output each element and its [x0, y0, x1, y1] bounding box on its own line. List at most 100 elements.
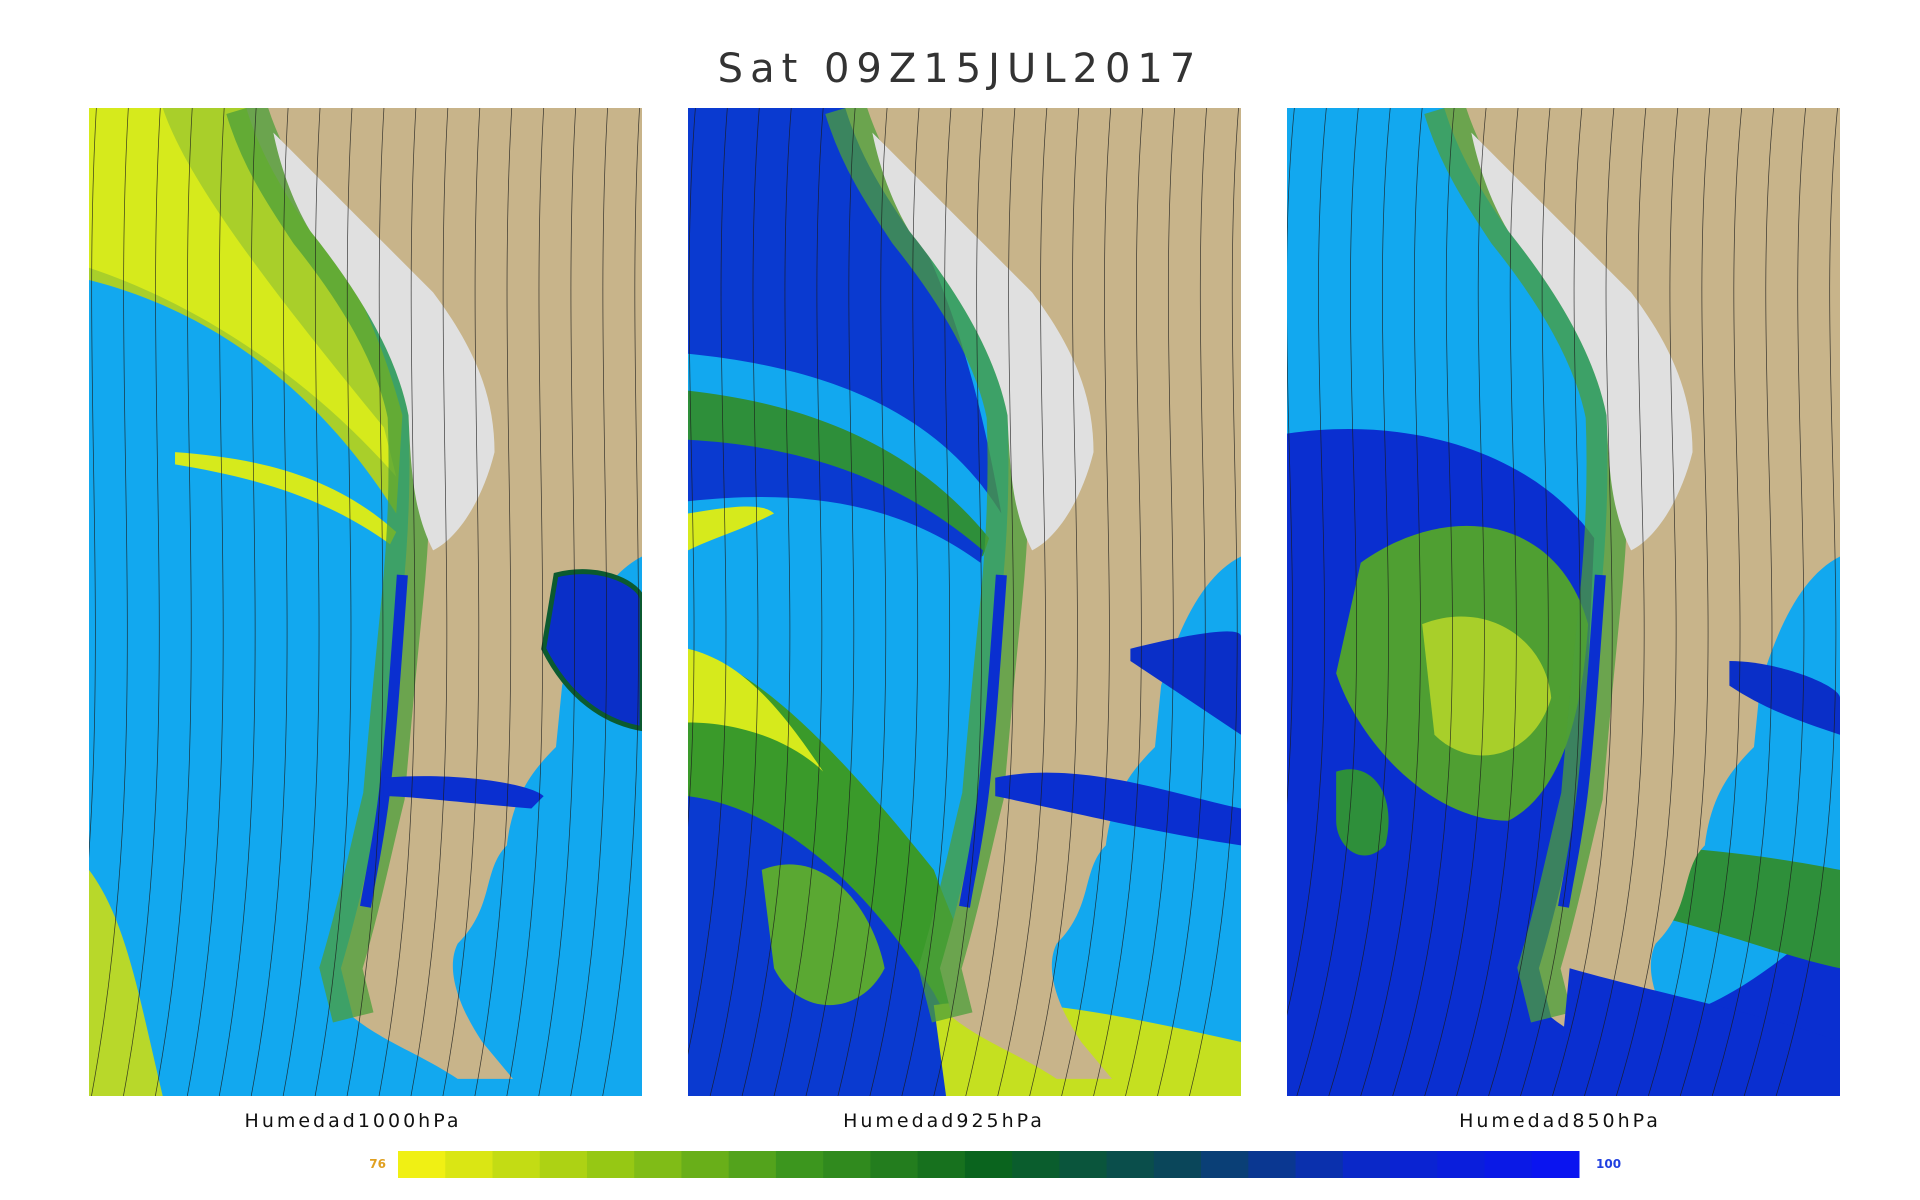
colorbar-max-label: 100	[1596, 1157, 1621, 1171]
streamline	[773, 108, 824, 1097]
streamline	[442, 108, 481, 1097]
streamline	[1552, 108, 1615, 1097]
humidity-area	[89, 869, 163, 1097]
humidity-area	[995, 772, 1242, 846]
colorbar-swatch	[964, 1151, 1013, 1178]
streamline	[28, 108, 65, 1096]
streamline	[346, 108, 385, 1097]
humidity-area	[383, 776, 544, 809]
humidity-area	[761, 864, 885, 1006]
streamline	[1392, 108, 1455, 1097]
humidity-area	[541, 569, 643, 732]
streamline	[378, 108, 417, 1097]
streamline	[91, 108, 129, 1097]
streamline	[1615, 108, 1679, 1097]
panel-label: Humedad850hPa	[1459, 1110, 1661, 1132]
humidity-area	[688, 439, 983, 563]
colorbar-swatch	[1153, 1151, 1202, 1178]
colorbar-swatch	[1106, 1151, 1155, 1178]
streamline	[1093, 108, 1144, 1097]
colorbar-swatch	[539, 1151, 588, 1178]
humidity-area	[688, 108, 1002, 514]
humidity-area	[89, 108, 397, 477]
streamlines	[688, 108, 1239, 1097]
streamline	[123, 108, 161, 1097]
streamline	[1029, 108, 1080, 1097]
humidity-area	[1557, 968, 1841, 1097]
streamline	[1061, 108, 1112, 1097]
map-panel	[688, 108, 1242, 1097]
colorbar	[398, 1151, 1580, 1178]
streamlines	[28, 108, 640, 1097]
colorbar-swatch	[681, 1151, 730, 1178]
colorbar-min-label: 76	[369, 1157, 386, 1171]
streamline	[1157, 108, 1207, 1097]
colorbar-swatch	[586, 1151, 635, 1178]
humidity-area	[1336, 769, 1389, 856]
streamline	[741, 108, 792, 1097]
streamline	[1520, 108, 1583, 1097]
panel-label: Humedad1000hPa	[245, 1110, 462, 1132]
streamline	[688, 108, 728, 1055]
streamline	[933, 108, 984, 1097]
colorbar-swatch	[398, 1151, 446, 1178]
humidity-area	[1422, 616, 1552, 756]
colorbar-swatch	[1484, 1151, 1533, 1178]
streamline	[1679, 108, 1743, 1097]
streamline	[1488, 108, 1551, 1097]
streamline	[709, 108, 760, 1097]
streamline	[570, 108, 608, 1097]
streamline	[1296, 108, 1359, 1097]
colorbar-swatch	[1437, 1151, 1486, 1178]
streamline	[1287, 108, 1295, 805]
colorbar-swatch	[1012, 1151, 1060, 1178]
streamline	[1287, 108, 1327, 1016]
map-panel	[28, 108, 643, 1097]
colorbar-swatch	[823, 1151, 871, 1178]
streamline	[1743, 108, 1806, 1097]
colorbar-swatch	[634, 1151, 682, 1178]
panel-label: Humedad925hPa	[843, 1110, 1045, 1132]
streamline	[410, 108, 449, 1097]
colorbar-swatch	[1295, 1151, 1344, 1178]
streamline	[1456, 108, 1519, 1097]
streamline	[805, 108, 856, 1097]
colorbar-swatch	[728, 1151, 777, 1178]
streamlines	[1287, 108, 1838, 1097]
streamline	[1360, 108, 1423, 1097]
streamline	[538, 108, 577, 1097]
colorbar-swatch	[870, 1151, 919, 1178]
humidity-area	[175, 452, 397, 545]
humidity-area	[688, 506, 775, 551]
streamline	[1584, 108, 1647, 1097]
streamline	[602, 108, 640, 1097]
streamline	[1647, 108, 1711, 1097]
colorbar-swatch	[1342, 1151, 1391, 1178]
streamline	[250, 108, 289, 1097]
streamline	[901, 108, 952, 1097]
colorbar-swatch	[445, 1151, 493, 1178]
map-panel	[1287, 108, 1841, 1097]
colorbar-swatch	[1201, 1151, 1249, 1178]
title: Sat 09Z15JUL2017	[718, 46, 1203, 92]
humidity-area	[1729, 661, 1841, 735]
coast-band	[1558, 574, 1606, 908]
streamline	[1711, 108, 1775, 1097]
humidity-area	[1130, 631, 1242, 735]
colorbar-swatch	[1531, 1151, 1580, 1178]
colorbar-swatch	[917, 1151, 966, 1178]
colorbar-swatch	[1248, 1151, 1297, 1178]
streamline	[997, 108, 1048, 1097]
streamline	[282, 108, 321, 1097]
streamline	[1328, 108, 1391, 1097]
streamline	[1125, 108, 1176, 1097]
humidity-area	[688, 648, 824, 772]
colorbar-swatch	[492, 1151, 541, 1178]
streamline	[89, 108, 97, 859]
streamline	[869, 108, 920, 1097]
streamline	[1189, 108, 1239, 1097]
streamline	[506, 108, 545, 1097]
streamline	[965, 108, 1016, 1097]
streamline	[154, 108, 193, 1097]
